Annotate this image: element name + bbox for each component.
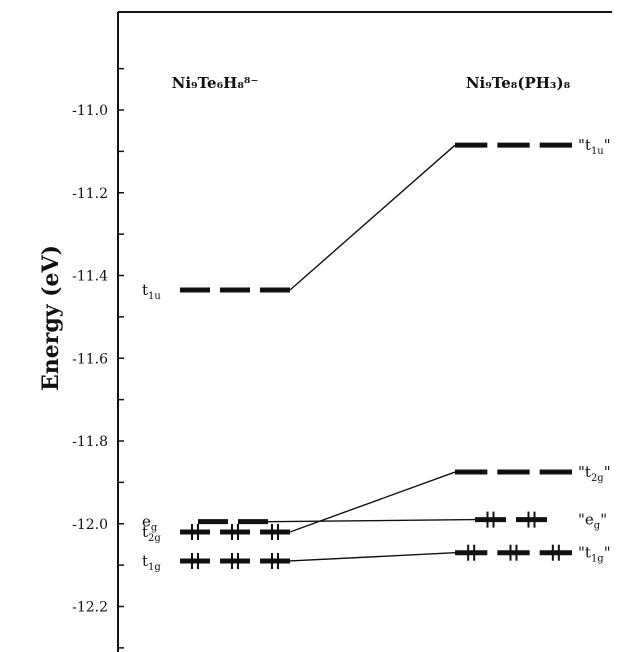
level-label-left-t1u: t1u — [142, 281, 161, 302]
energy-levels — [180, 142, 572, 569]
level-label-right-t1u: "t1u" — [578, 136, 611, 157]
column-title-left: Ni₉Te₆H₈⁸⁻ — [172, 74, 259, 92]
correlation-lines — [267, 144, 476, 562]
y-tick-label: -11.6 — [72, 351, 108, 367]
y-axis — [117, 11, 612, 652]
correlation-line-eg — [267, 518, 476, 523]
correlation-line-t2g — [289, 471, 456, 533]
y-tick-label: -11.0 — [72, 103, 108, 119]
level-label-left-t1g: t1g — [142, 552, 161, 573]
level-label-right-t1g: "t1g" — [578, 544, 611, 565]
column-title-right: Ni₉Te₈(PH₃)₈ — [466, 74, 571, 92]
level-label-left-t2g: t2g — [142, 523, 161, 544]
level-label-right-eg: "eg" — [578, 511, 607, 532]
y-axis-label: Energy (eV) — [38, 245, 64, 391]
level-label-left-eg: eg — [142, 513, 158, 534]
y-tick-label: -12.0 — [72, 517, 108, 533]
labels: Energy (eV) Ni₉Te₆H₈⁸⁻ Ni₉Te₈(PH₃)₈ -11.… — [38, 74, 611, 616]
y-tick-label: -11.4 — [72, 269, 108, 285]
correlation-line-t1g — [289, 552, 456, 562]
correlation-line-t1u — [289, 144, 456, 291]
level-label-right-t2g: "t2g" — [578, 463, 611, 484]
y-tick-label: -12.2 — [72, 600, 108, 616]
y-tick-label: -11.8 — [72, 434, 108, 450]
y-tick-label: -11.2 — [72, 186, 108, 202]
